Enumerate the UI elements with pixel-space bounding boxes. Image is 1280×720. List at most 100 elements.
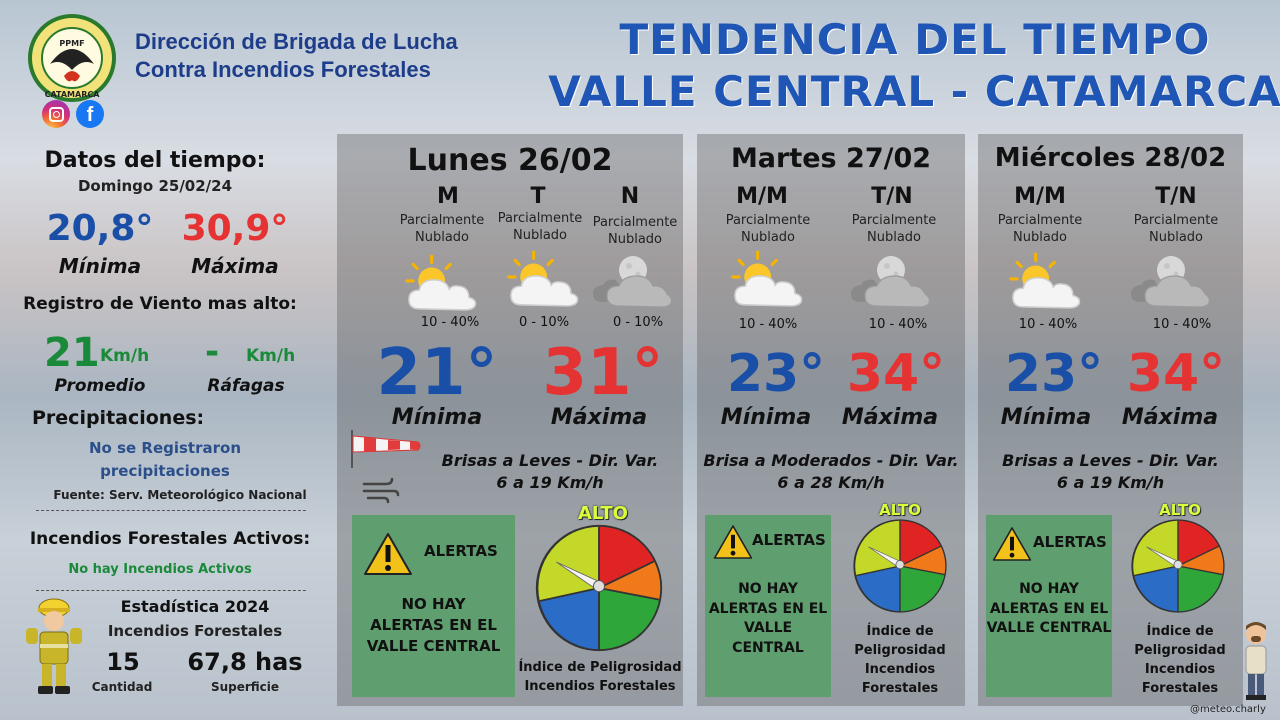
forecast-min: 21°	[376, 336, 498, 410]
forecast-max: 31°	[542, 336, 664, 410]
condition-text: Parcialmente Nublado	[399, 213, 485, 245]
precip-chance: 0 - 10%	[612, 315, 664, 330]
yesterday-min: 20,8°	[46, 208, 154, 249]
moon-cloud-icon	[846, 250, 938, 310]
stats-count-label: Cantidad	[91, 680, 153, 694]
danger-index-label: Índice de Peligrosidad Incendios Forestal…	[518, 660, 682, 694]
page-title: TENDENCIA DEL TIEMPO VALLE CENTRAL - CAT…	[548, 15, 1280, 116]
wind-forecast: Brisa a Moderados - Dir. Var. 6 a 28 Km/h	[703, 451, 959, 492]
warning-icon	[363, 532, 413, 576]
danger-index-label: Índice de Peligrosidad Incendios Forestales	[854, 624, 946, 696]
forecast-max: 34°	[846, 344, 946, 404]
alert-box	[352, 515, 515, 697]
wind-forecast: Brisas a Leves - Dir. Var. 6 a 19 Km/h	[1002, 451, 1219, 492]
firefighter-mascot-icon	[22, 594, 86, 698]
divider	[36, 510, 306, 511]
danger-gauge	[852, 518, 948, 614]
sun-cloud-icon	[502, 248, 586, 310]
danger-gauge	[1130, 518, 1226, 614]
wind-icon	[362, 477, 400, 504]
period-label: M/M	[736, 184, 788, 209]
danger-level: ALTO	[879, 501, 921, 519]
agency-logo: PPMF CATAMARCA	[28, 14, 116, 102]
condition-text: Parcialmente Nublado	[725, 213, 811, 245]
period-label: T/N	[871, 184, 913, 209]
alert-message: NO HAY ALERTAS EN EL VALLE CENTRAL	[986, 581, 1112, 636]
max-label: Máxima	[550, 405, 648, 430]
period-label: M/M	[1014, 184, 1066, 209]
wind-gust-unit: Km/h	[246, 346, 296, 366]
max-label: Máxima	[841, 405, 939, 430]
alert-title: ALERTAS	[424, 542, 498, 560]
period-label: T	[530, 184, 546, 209]
agency-name: Dirección de Brigada de Lucha Contra Inc…	[135, 29, 458, 82]
period-label: T/N	[1155, 184, 1197, 209]
facebook-icon[interactable]: f	[76, 100, 104, 128]
svg-text:PPMF: PPMF	[59, 39, 84, 48]
yesterday-min-label: Mínima	[58, 254, 142, 278]
sun-cloud-icon	[400, 252, 484, 314]
min-label: Mínima	[1000, 405, 1092, 430]
condition-text: Parcialmente Nublado	[1133, 213, 1219, 245]
min-label: Mínima	[391, 405, 483, 430]
danger-index-label: Índice de Peligrosidad Incendios Forestales	[1134, 624, 1226, 696]
wind-record-title: Registro de Viento mas alto:	[23, 294, 297, 314]
precip-chance: 10 - 40%	[420, 315, 480, 330]
active-fires-title: Incendios Forestales Activos:	[29, 529, 311, 549]
instagram-icon[interactable]	[42, 100, 70, 128]
forecast-max: 34°	[1126, 344, 1226, 404]
datos-date: Domingo 25/02/24	[77, 177, 233, 195]
yesterday-max: 30,9°	[181, 208, 289, 249]
yesterday-max-label: Máxima	[191, 254, 279, 278]
alert-message: NO HAY ALERTAS EN EL VALLE CENTRAL	[366, 595, 501, 655]
precip-chance: 0 - 10%	[518, 315, 570, 330]
precip-chance: 10 - 40%	[1018, 317, 1078, 332]
svg-text:CATAMARCA: CATAMARCA	[45, 90, 101, 99]
wind-gust-value: -	[205, 332, 220, 372]
day-title: Lunes 26/02	[407, 143, 613, 178]
condition-text: Parcialmente Nublado	[851, 213, 937, 245]
wind-avg-label: Promedio	[54, 376, 146, 396]
avatar	[1240, 620, 1272, 702]
condition-text: Parcialmente Nublado	[592, 215, 678, 247]
max-label: Máxima	[1121, 405, 1219, 430]
alert-title: ALERTAS	[1033, 533, 1107, 551]
danger-level: ALTO	[577, 503, 628, 524]
day-title: Martes 27/02	[730, 143, 932, 174]
precip-chance: 10 - 40%	[1152, 317, 1212, 332]
credit: @meteo.charly	[1190, 704, 1266, 715]
stats-area: 67,8 has	[187, 648, 303, 676]
stats-title: Estadística 2024	[120, 597, 270, 616]
stats-subtitle: Incendios Forestales	[107, 622, 283, 640]
alert-message: NO HAY ALERTAS EN EL VALLE CENTRAL	[708, 581, 828, 656]
condition-text: Parcialmente Nublado	[997, 213, 1083, 245]
sun-cloud-icon	[726, 248, 810, 310]
active-fires-status: No hay Incendios Activos	[68, 562, 252, 577]
danger-gauge	[534, 523, 664, 653]
sun-cloud-icon	[1004, 250, 1088, 312]
forecast-min: 23°	[1004, 344, 1104, 404]
wind-avg-unit: Km/h	[100, 346, 150, 366]
windsock-icon	[351, 430, 421, 468]
period-label: M	[437, 184, 459, 209]
data-source: Fuente: Serv. Meteorológico Nacional	[53, 488, 307, 502]
danger-level: ALTO	[1159, 501, 1201, 519]
wind-avg-value: 21	[44, 330, 100, 376]
precip-chance: 10 - 40%	[738, 317, 798, 332]
day-title: Miércoles 28/02	[994, 143, 1227, 173]
min-label: Mínima	[720, 405, 812, 430]
warning-icon	[992, 526, 1032, 562]
precip-status: No se Registraron precipitaciones	[88, 439, 241, 480]
wind-gust-label: Ráfagas	[207, 376, 285, 396]
datos-title: Datos del tiempo:	[44, 148, 266, 173]
precip-title: Precipitaciones:	[32, 407, 205, 429]
wind-forecast: Brisas a Leves - Dir. Var. 6 a 19 Km/h	[441, 451, 659, 492]
condition-text: Parcialmente Nublado	[497, 211, 583, 243]
left-summary: Datos del tiempo: Domingo 25/02/24	[0, 148, 310, 195]
moon-cloud-icon	[1126, 250, 1218, 310]
stats-count: 15	[106, 648, 140, 676]
precip-chance: 10 - 40%	[868, 317, 928, 332]
period-label: N	[620, 184, 640, 209]
alert-title: ALERTAS	[752, 531, 826, 549]
divider	[36, 590, 306, 591]
